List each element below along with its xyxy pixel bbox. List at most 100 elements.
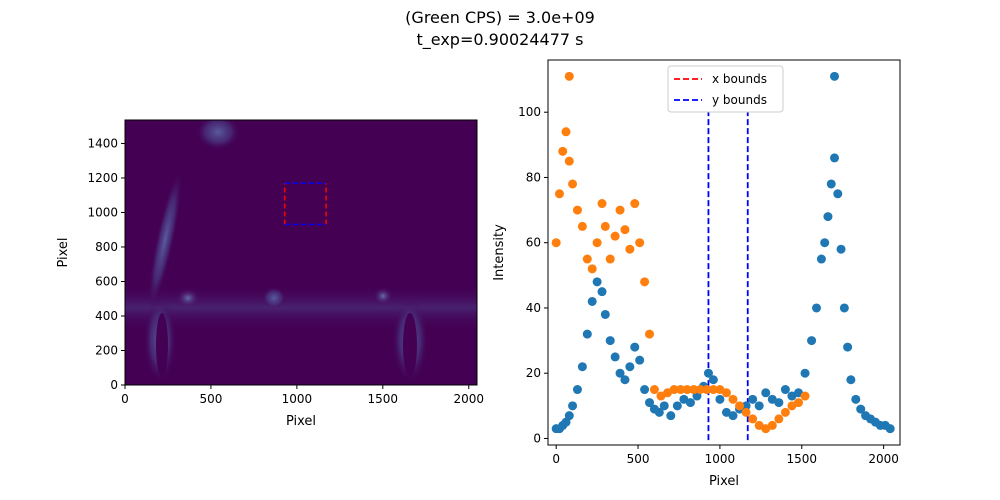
left-x-axis: 0 500 1000 1500 2000 xyxy=(121,385,484,406)
scatter-point xyxy=(572,385,582,395)
scatter-point xyxy=(587,296,597,306)
right-axes-background xyxy=(548,60,900,445)
scatter-point xyxy=(721,388,731,398)
scatter-point xyxy=(748,394,758,404)
heatmap-features xyxy=(125,120,477,382)
scatter-point xyxy=(774,398,784,408)
scatter-point xyxy=(715,394,725,404)
scatter-point xyxy=(816,254,826,264)
scatter-point xyxy=(635,238,645,248)
scatter-point xyxy=(615,368,625,378)
scatter-point xyxy=(620,375,630,385)
scatter-point xyxy=(669,385,679,395)
scatter-point xyxy=(592,277,602,287)
scatter-point xyxy=(830,153,840,163)
scatter-point xyxy=(856,404,866,414)
scatter-point xyxy=(793,398,803,408)
scatter-point xyxy=(630,199,640,209)
scatter-point xyxy=(582,329,592,339)
legend-label: x bounds xyxy=(712,72,767,86)
left-y-tick-label: 1000 xyxy=(87,205,118,219)
right-axes-frame xyxy=(547,59,901,446)
right-x-axis: 0 500 1000 1500 2000 xyxy=(552,445,899,466)
right-x-tick-label: 0 xyxy=(552,452,560,466)
left-x-tick-label: 2000 xyxy=(453,392,484,406)
scatter-point xyxy=(551,238,561,248)
scatter-point xyxy=(605,254,615,264)
scatter-point xyxy=(728,411,738,421)
legend-label: y bounds xyxy=(712,93,767,107)
scatter-point xyxy=(846,375,856,385)
scatter-point xyxy=(741,407,751,417)
scatter-point xyxy=(572,205,582,215)
right-y-tick-label: 60 xyxy=(526,236,541,250)
right-x-axis-label: Pixel xyxy=(709,474,739,489)
scatter-point xyxy=(630,342,640,352)
right-y-tick-label: 40 xyxy=(526,301,541,315)
left-x-tick-label: 1000 xyxy=(282,392,313,406)
scatter-point xyxy=(645,398,655,408)
scatter-point xyxy=(807,336,817,346)
scatter-point xyxy=(597,199,607,209)
scatter-point xyxy=(625,244,635,254)
scatter-point xyxy=(635,355,645,365)
scatter-point xyxy=(672,401,682,411)
left-y-tick-label: 600 xyxy=(95,274,118,288)
left-x-axis-label: Pixel xyxy=(286,414,316,429)
scatter-point xyxy=(640,277,650,287)
right-x-tick-label: 1000 xyxy=(705,452,736,466)
scatter-point xyxy=(826,179,836,189)
scatter-point xyxy=(659,401,669,411)
right-y-tick-label: 0 xyxy=(533,431,541,445)
scatter-point xyxy=(800,391,810,401)
legend: x bounds y bounds xyxy=(667,65,784,113)
left-x-tick-label: 0 xyxy=(121,392,129,406)
scatter-point xyxy=(689,385,699,395)
left-y-tick-label: 200 xyxy=(95,343,118,357)
scatter-point xyxy=(561,127,571,137)
scatter-point xyxy=(685,398,695,408)
scatter-point xyxy=(812,303,822,313)
scatter-point xyxy=(754,401,764,411)
scatter-point xyxy=(564,411,574,421)
right-x-tick-label: 2000 xyxy=(868,452,899,466)
left-x-tick-label: 500 xyxy=(199,392,222,406)
scatter-point xyxy=(836,244,846,254)
scatter-point xyxy=(820,238,830,248)
left-y-tick-label: 1400 xyxy=(87,136,118,150)
scatter-point xyxy=(610,231,620,241)
right-y-tick-label: 100 xyxy=(518,105,541,119)
scatter-point xyxy=(649,385,659,395)
scatter-point xyxy=(597,287,607,297)
scatter-point xyxy=(568,401,578,411)
scatter-point xyxy=(640,385,650,395)
scatter-point xyxy=(703,368,713,378)
scatter-point xyxy=(702,385,712,395)
right-y-axis: 0 20 40 60 80 100 xyxy=(518,105,548,445)
left-y-axis: 0 200 400 600 800 1000 1200 1400 xyxy=(87,136,125,392)
left-axes-frame xyxy=(124,119,478,386)
scatter-point xyxy=(620,225,630,235)
scatter-point xyxy=(823,212,833,222)
scatter-point xyxy=(610,352,620,362)
scatter-point xyxy=(654,407,664,417)
scatter-point xyxy=(851,394,861,404)
figure-title-line1: (Green CPS) = 3.0e+09 xyxy=(405,8,595,27)
scatter-point xyxy=(600,309,610,319)
left-heatmap-plot: 0 500 1000 1500 2000 0 200 400 600 800 1000 1200 14… xyxy=(56,119,484,429)
scatter-point xyxy=(748,414,758,424)
left-y-tick-label: 0 xyxy=(110,378,118,392)
scatter-point xyxy=(708,385,718,395)
left-y-tick-label: 400 xyxy=(95,309,118,323)
scatter-point xyxy=(587,264,597,274)
scatter-point xyxy=(577,221,587,231)
scatter-point xyxy=(741,401,751,411)
left-y-tick-label: 1200 xyxy=(87,171,118,185)
scatter-point xyxy=(582,254,592,264)
scatter-point xyxy=(774,414,784,424)
figure-title-line2: t_exp=0.90024477 s xyxy=(417,30,584,50)
scatter-point xyxy=(800,368,810,378)
left-y-axis-label: Pixel xyxy=(56,237,71,267)
scatter-point xyxy=(577,362,587,372)
